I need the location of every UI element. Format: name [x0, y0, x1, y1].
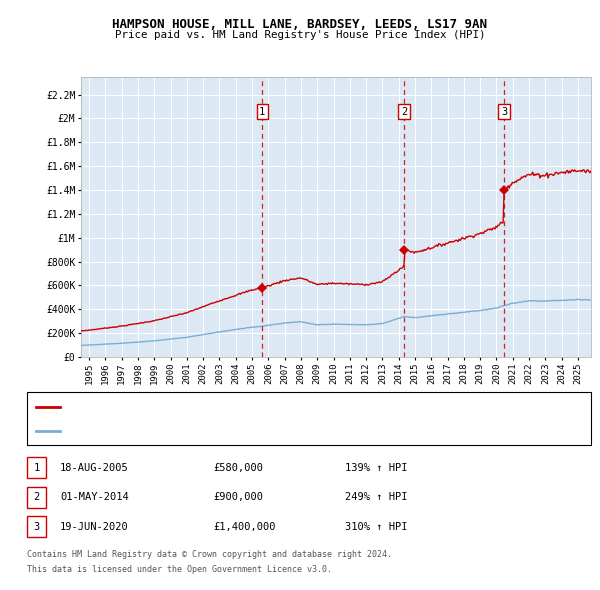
Text: HPI: Average price, detached house, Leeds: HPI: Average price, detached house, Leed… — [66, 426, 286, 435]
Text: 249% ↑ HPI: 249% ↑ HPI — [345, 493, 407, 502]
Text: Price paid vs. HM Land Registry's House Price Index (HPI): Price paid vs. HM Land Registry's House … — [115, 30, 485, 40]
Text: 2: 2 — [34, 493, 40, 502]
Text: 1: 1 — [259, 107, 265, 117]
Text: 139% ↑ HPI: 139% ↑ HPI — [345, 463, 407, 473]
Text: 2: 2 — [401, 107, 407, 117]
Text: 3: 3 — [501, 107, 507, 117]
Text: £1,400,000: £1,400,000 — [213, 522, 275, 532]
Text: £580,000: £580,000 — [213, 463, 263, 473]
Text: 310% ↑ HPI: 310% ↑ HPI — [345, 522, 407, 532]
Text: 19-JUN-2020: 19-JUN-2020 — [60, 522, 129, 532]
Text: £900,000: £900,000 — [213, 493, 263, 502]
Text: 01-MAY-2014: 01-MAY-2014 — [60, 493, 129, 502]
Text: Contains HM Land Registry data © Crown copyright and database right 2024.: Contains HM Land Registry data © Crown c… — [27, 550, 392, 559]
Text: HAMPSON HOUSE, MILL LANE, BARDSEY, LEEDS, LS17 9AN: HAMPSON HOUSE, MILL LANE, BARDSEY, LEEDS… — [113, 18, 487, 31]
Text: 1: 1 — [34, 463, 40, 473]
Text: 18-AUG-2005: 18-AUG-2005 — [60, 463, 129, 473]
Text: HAMPSON HOUSE, MILL LANE, BARDSEY, LEEDS, LS17 9AN (detached house): HAMPSON HOUSE, MILL LANE, BARDSEY, LEEDS… — [66, 403, 426, 412]
Text: This data is licensed under the Open Government Licence v3.0.: This data is licensed under the Open Gov… — [27, 565, 332, 574]
Text: 3: 3 — [34, 522, 40, 532]
